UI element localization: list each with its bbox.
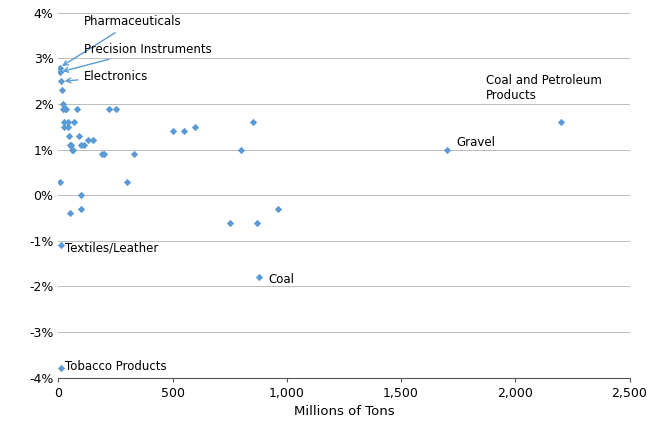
Point bbox=[59, 119, 69, 126]
X-axis label: Millions of Tons: Millions of Tons bbox=[293, 405, 395, 418]
Point bbox=[74, 133, 84, 139]
Point bbox=[68, 146, 79, 153]
Point bbox=[83, 137, 93, 144]
Point bbox=[55, 69, 65, 76]
Point bbox=[66, 142, 76, 148]
Point bbox=[441, 146, 452, 153]
Point bbox=[58, 101, 68, 108]
Point bbox=[71, 105, 82, 112]
Text: Coal: Coal bbox=[269, 273, 295, 286]
Point bbox=[56, 242, 66, 249]
Point bbox=[61, 105, 71, 112]
Point bbox=[76, 142, 86, 148]
Point bbox=[56, 78, 66, 85]
Point bbox=[79, 142, 89, 148]
Point bbox=[58, 105, 68, 112]
Point bbox=[122, 178, 132, 185]
Text: Electronics: Electronics bbox=[66, 70, 148, 83]
Point bbox=[252, 219, 262, 226]
Text: Precision Instruments: Precision Instruments bbox=[64, 43, 212, 72]
Text: Pharmaceuticals: Pharmaceuticals bbox=[63, 15, 181, 65]
Point bbox=[556, 119, 566, 126]
Point bbox=[99, 151, 109, 157]
Text: Textiles/Leather: Textiles/Leather bbox=[65, 241, 158, 254]
Point bbox=[59, 124, 69, 130]
Point bbox=[103, 105, 114, 112]
Point bbox=[65, 142, 75, 148]
Point bbox=[247, 119, 258, 126]
Point bbox=[225, 219, 235, 226]
Text: Coal and Petroleum
Products: Coal and Petroleum Products bbox=[485, 74, 602, 102]
Point bbox=[56, 365, 66, 372]
Point bbox=[254, 274, 265, 281]
Point bbox=[110, 105, 121, 112]
Point bbox=[88, 137, 98, 144]
Point bbox=[55, 178, 65, 185]
Point bbox=[167, 128, 178, 135]
Point bbox=[64, 133, 74, 139]
Point bbox=[67, 146, 77, 153]
Point bbox=[62, 119, 73, 126]
Point bbox=[56, 87, 67, 94]
Point bbox=[273, 205, 283, 212]
Point bbox=[69, 119, 80, 126]
Point bbox=[236, 146, 247, 153]
Point bbox=[129, 151, 139, 157]
Point bbox=[190, 124, 201, 130]
Point bbox=[62, 124, 73, 130]
Point bbox=[76, 192, 86, 199]
Point bbox=[65, 210, 75, 217]
Point bbox=[97, 151, 107, 157]
Point bbox=[76, 205, 86, 212]
Text: Gravel: Gravel bbox=[456, 136, 495, 149]
Point bbox=[55, 64, 65, 71]
Text: Tobacco Products: Tobacco Products bbox=[65, 360, 166, 373]
Point bbox=[179, 128, 190, 135]
Point bbox=[60, 105, 71, 112]
